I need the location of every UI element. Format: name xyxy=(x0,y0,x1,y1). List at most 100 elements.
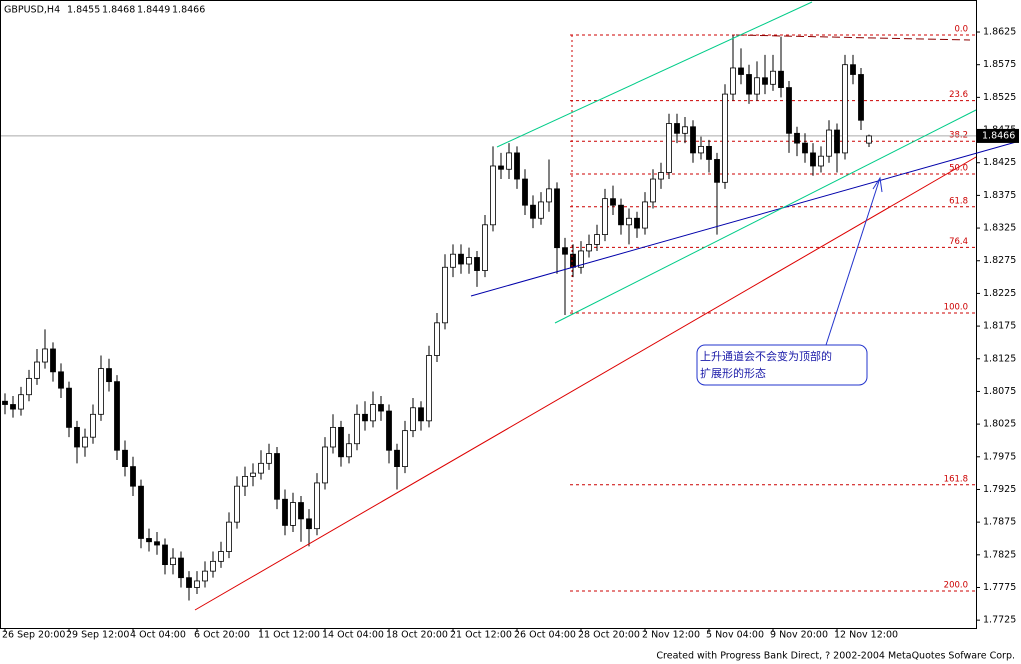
y-tick-label: 1.7975 xyxy=(983,451,1016,462)
candle-body xyxy=(730,67,736,95)
candle-body xyxy=(322,446,328,484)
candle-body xyxy=(794,132,800,144)
price-box-label: 1.8466 xyxy=(982,130,1015,141)
candle-body xyxy=(274,453,280,500)
x-tick-label: 12 Nov 12:00 xyxy=(834,630,898,641)
channel-lower xyxy=(554,109,977,324)
x-tick-label: 9 Nov 20:00 xyxy=(770,630,828,641)
y-tick-label: 1.8225 xyxy=(983,288,1016,299)
candle-body xyxy=(34,361,40,379)
candle-body xyxy=(722,93,728,183)
candle-body xyxy=(762,77,768,85)
candle-body xyxy=(498,165,504,170)
candle-body xyxy=(186,577,192,588)
candle-body xyxy=(610,198,616,206)
candle-body xyxy=(226,521,232,552)
candle-body xyxy=(66,387,72,428)
y-tick-label: 1.7775 xyxy=(983,582,1016,593)
candle-body xyxy=(706,145,712,160)
candle-body xyxy=(482,224,488,271)
ohlc-high: 1.8468 xyxy=(102,5,135,16)
candle-body xyxy=(530,204,536,219)
candle-body xyxy=(130,466,136,487)
candle-body xyxy=(634,217,640,229)
arrow xyxy=(825,177,881,346)
candle-body xyxy=(650,178,656,203)
candle-body xyxy=(394,449,400,467)
candle-body xyxy=(50,348,56,373)
candle-body xyxy=(746,74,752,95)
support-line xyxy=(194,156,977,611)
candle-body xyxy=(434,322,440,356)
candle-body xyxy=(314,482,320,530)
candle-body xyxy=(450,253,456,268)
candle-body xyxy=(810,152,816,167)
x-tick-label: 21 Oct 12:00 xyxy=(450,630,512,641)
candle-body xyxy=(210,560,216,572)
ohlc-low: 1.8449 xyxy=(137,5,170,16)
candle-body xyxy=(834,129,840,154)
price-box xyxy=(977,128,1019,143)
candle-body xyxy=(514,152,520,180)
candle-body xyxy=(26,377,32,396)
footer: Created with Progress Bank Direct, ? 200… xyxy=(656,651,1015,662)
candle-body xyxy=(42,348,48,363)
candle-body xyxy=(194,580,200,588)
candle-body xyxy=(682,126,688,134)
candle-body xyxy=(354,413,360,445)
y-tick-label: 1.8275 xyxy=(983,255,1016,266)
chart-title: GBPUSD,H4 xyxy=(4,5,60,16)
candle-body xyxy=(346,443,352,458)
candle-body xyxy=(234,485,240,523)
candle-body xyxy=(290,502,296,526)
y-tick-label: 1.8375 xyxy=(983,190,1016,201)
candle-body xyxy=(522,178,528,206)
candle-body xyxy=(546,188,552,203)
y-tick-label: 1.8425 xyxy=(983,157,1016,168)
candle-body xyxy=(250,472,256,477)
note-line: 上升通道会不会变为顶部的 xyxy=(700,349,832,363)
candle-body xyxy=(506,152,512,170)
candle-body xyxy=(98,368,104,415)
y-tick-label: 1.7725 xyxy=(983,615,1016,626)
candle-body xyxy=(618,204,624,226)
y-tick-label: 1.8075 xyxy=(983,386,1016,397)
y-tick-label: 1.7825 xyxy=(983,549,1016,560)
candle-body xyxy=(282,498,288,526)
x-tick-label: 26 Sep 20:00 xyxy=(2,630,65,641)
candle-body xyxy=(842,64,848,154)
candle-body xyxy=(218,551,224,562)
x-tick-label: 18 Oct 20:00 xyxy=(386,630,448,641)
candle-body xyxy=(330,426,336,448)
ohlc-close: 1.8466 xyxy=(172,5,205,16)
candle-body xyxy=(378,404,384,412)
fib-label: 200.0 xyxy=(944,581,968,591)
channel-upper xyxy=(496,1,813,148)
x-tick-label: 6 Oct 20:00 xyxy=(194,630,250,641)
candle-body xyxy=(362,413,368,422)
candle-body xyxy=(714,159,720,183)
candle-body xyxy=(162,544,168,566)
candle-body xyxy=(170,557,176,566)
x-tick-label: 28 Oct 20:00 xyxy=(578,630,640,641)
ohlc-open: 1.8455 xyxy=(67,5,100,16)
candle-body xyxy=(778,70,784,88)
candle-body xyxy=(442,266,448,324)
x-tick-label: 11 Oct 12:00 xyxy=(258,630,320,641)
candle-body xyxy=(538,201,544,219)
y-tick-label: 1.7875 xyxy=(983,517,1016,528)
candle-body xyxy=(418,407,424,422)
candle-body xyxy=(658,172,664,180)
candle-body xyxy=(402,430,408,467)
candle-body xyxy=(594,234,600,245)
candle-body xyxy=(426,355,432,422)
candle-body xyxy=(338,426,344,458)
candle-body xyxy=(570,253,576,268)
candle-body xyxy=(802,142,808,154)
candle-body xyxy=(410,407,416,432)
x-tick-label: 4 Oct 04:00 xyxy=(130,630,186,641)
fib-label: 23.6 xyxy=(949,90,968,100)
candle-body xyxy=(370,404,376,422)
